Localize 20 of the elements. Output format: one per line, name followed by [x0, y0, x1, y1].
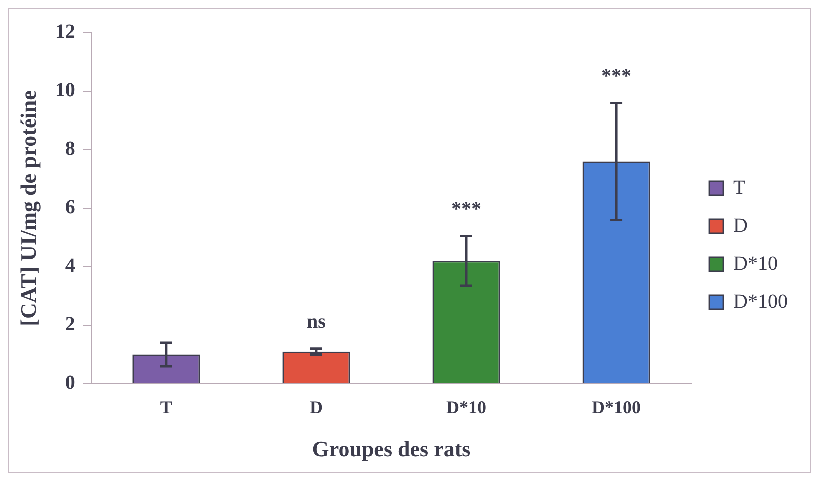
- y-tick-label: 8: [65, 138, 76, 160]
- x-axis-title: Groupes des rats: [312, 436, 472, 462]
- legend-label: D*100: [734, 290, 788, 313]
- x-tick-label: D*10: [446, 397, 486, 418]
- y-tick-label: 6: [65, 196, 76, 219]
- y-tick-label: 12: [55, 21, 76, 44]
- legend-label: D: [734, 214, 748, 237]
- annotation: ***: [452, 198, 482, 220]
- x-tick-label: D*100: [592, 397, 642, 418]
- x-tick-label: T: [160, 397, 172, 418]
- annotation: ***: [602, 65, 632, 88]
- y-axis-title: [CAT] UI/mg de protéine: [16, 90, 41, 326]
- annotation: ns: [307, 311, 326, 334]
- y-tick-label: 4: [65, 255, 76, 278]
- y-tick-label: 2: [65, 314, 76, 336]
- legend-label: T: [734, 176, 746, 199]
- y-tick-label: 0: [65, 372, 76, 394]
- x-tick-label: D: [310, 397, 323, 418]
- y-tick-label: 10: [55, 80, 76, 102]
- legend-label: D*10: [734, 252, 778, 275]
